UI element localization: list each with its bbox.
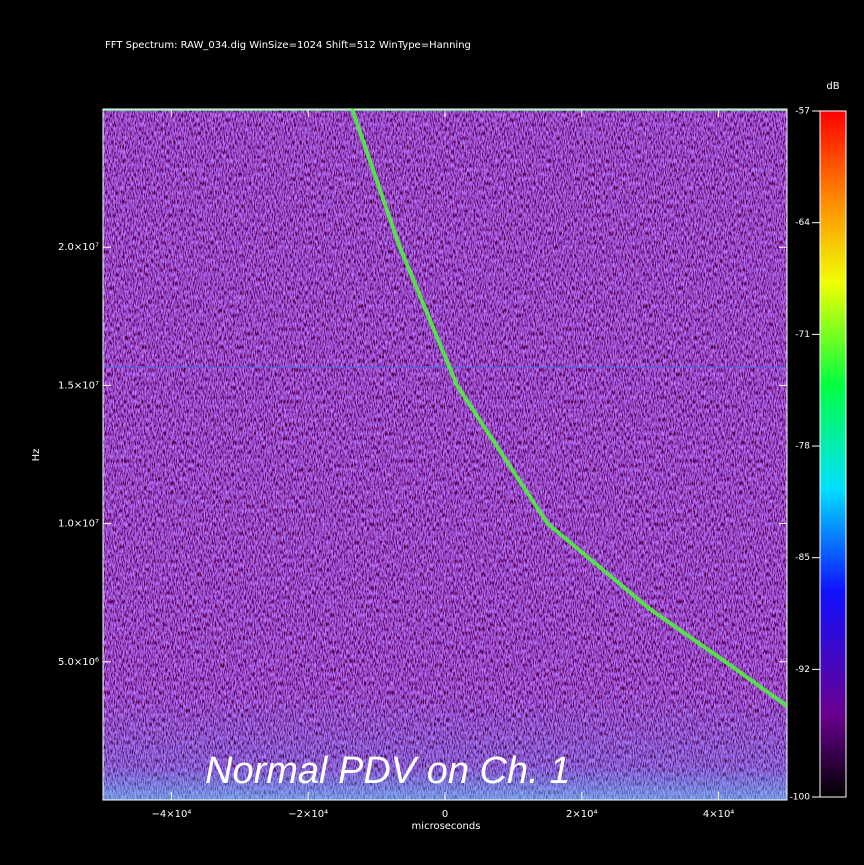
colorbar-tick-label: -100	[790, 793, 811, 803]
y-tick-label: 1.0×10⁷	[58, 519, 99, 530]
y-tick-label: 2.0×10⁷	[58, 242, 99, 253]
x-tick-label: 2×10⁴	[566, 809, 597, 820]
x-tick-label: −4×10⁴	[151, 809, 191, 820]
colorbar-tick-label: -57	[795, 107, 810, 117]
colorbar-tick-label: -64	[795, 218, 810, 228]
y-tick-label: 1.5×10⁷	[58, 380, 99, 391]
colorbar-tick-label: -78	[795, 442, 810, 452]
colorbar-tick-label: -85	[795, 553, 810, 563]
colorbar-label: dB	[826, 81, 839, 92]
spur-line	[103, 366, 787, 368]
y-tick-label: 5.0×10⁶	[58, 657, 99, 668]
colorbar	[819, 110, 847, 798]
colorbar-tick-label: -71	[795, 330, 810, 340]
signal-line	[350, 108, 789, 708]
x-tick-label: −2×10⁴	[288, 809, 328, 820]
x-axis-label: microseconds	[412, 821, 481, 832]
low-frequency-noise	[103, 690, 787, 800]
annotation: Normal PDV on Ch. 1	[205, 750, 570, 792]
y-axis-label: Hz	[31, 449, 42, 462]
colorbar-tick-label: -92	[795, 665, 810, 675]
spectrogram-background	[103, 109, 787, 800]
chart-title: FFT Spectrum: RAW_034.dig WinSize=1024 S…	[105, 40, 471, 51]
x-tick-label: 4×10⁴	[703, 809, 734, 820]
x-tick-label: 0	[442, 809, 448, 820]
